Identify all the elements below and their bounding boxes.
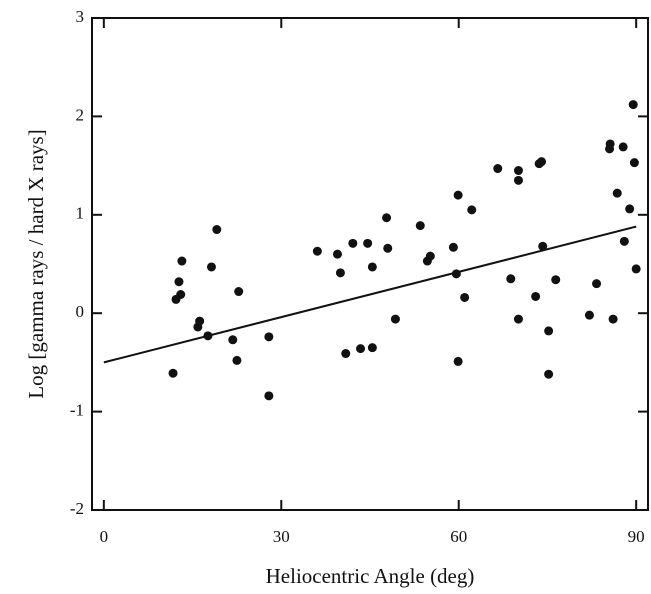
point (341, 349, 351, 359)
point (176, 290, 186, 300)
point (415, 221, 425, 231)
point (592, 279, 602, 289)
point (453, 356, 463, 366)
point (551, 275, 561, 285)
point (625, 204, 635, 214)
x-tick-label: 30 (273, 527, 290, 546)
point (390, 314, 400, 324)
point (618, 142, 628, 152)
point (448, 242, 458, 252)
point (628, 100, 638, 110)
point (363, 238, 373, 248)
point (513, 166, 523, 176)
point (506, 274, 516, 284)
point (312, 246, 322, 256)
y-tick-label: -1 (70, 401, 84, 420)
point (367, 262, 377, 272)
point (612, 188, 622, 198)
point (367, 343, 377, 353)
point (608, 314, 618, 324)
point (537, 157, 547, 167)
point (356, 344, 366, 354)
plot-frame (91, 17, 649, 511)
point (531, 291, 541, 301)
point (544, 326, 554, 336)
point (332, 249, 342, 259)
point (232, 355, 242, 365)
y-axis-label: Log [gamma rays / hard X rays] (24, 129, 48, 398)
point (383, 243, 393, 253)
point (264, 391, 274, 401)
point (228, 335, 238, 345)
point (335, 268, 345, 278)
point (177, 256, 187, 266)
point (348, 238, 358, 248)
point (264, 332, 274, 342)
point (538, 241, 548, 251)
x-tick-label: 60 (450, 527, 467, 546)
x-axis-label: Heliocentric Angle (deg) (266, 564, 475, 588)
point (460, 292, 470, 302)
point (453, 190, 463, 200)
y-tick-label: 2 (76, 105, 85, 124)
x-tick-label: 0 (100, 527, 109, 546)
point (631, 264, 641, 274)
y-tick-label: -2 (70, 499, 84, 518)
point (425, 251, 435, 261)
point (234, 287, 244, 297)
point (382, 213, 392, 223)
point (544, 369, 554, 379)
point (584, 310, 594, 320)
point (493, 164, 503, 174)
point (605, 139, 615, 149)
point (629, 158, 639, 168)
point (513, 175, 523, 185)
y-tick-label: 3 (76, 7, 85, 26)
y-tick-label: 1 (76, 204, 85, 223)
point (513, 314, 523, 324)
fit-line (103, 225, 637, 364)
point (212, 225, 222, 235)
point (168, 368, 178, 378)
point (206, 262, 216, 272)
point (619, 236, 629, 246)
y-tick-label: 0 (76, 302, 85, 321)
point (195, 316, 205, 326)
x-tick-label: 90 (628, 527, 645, 546)
point (467, 205, 477, 215)
point (174, 277, 184, 287)
